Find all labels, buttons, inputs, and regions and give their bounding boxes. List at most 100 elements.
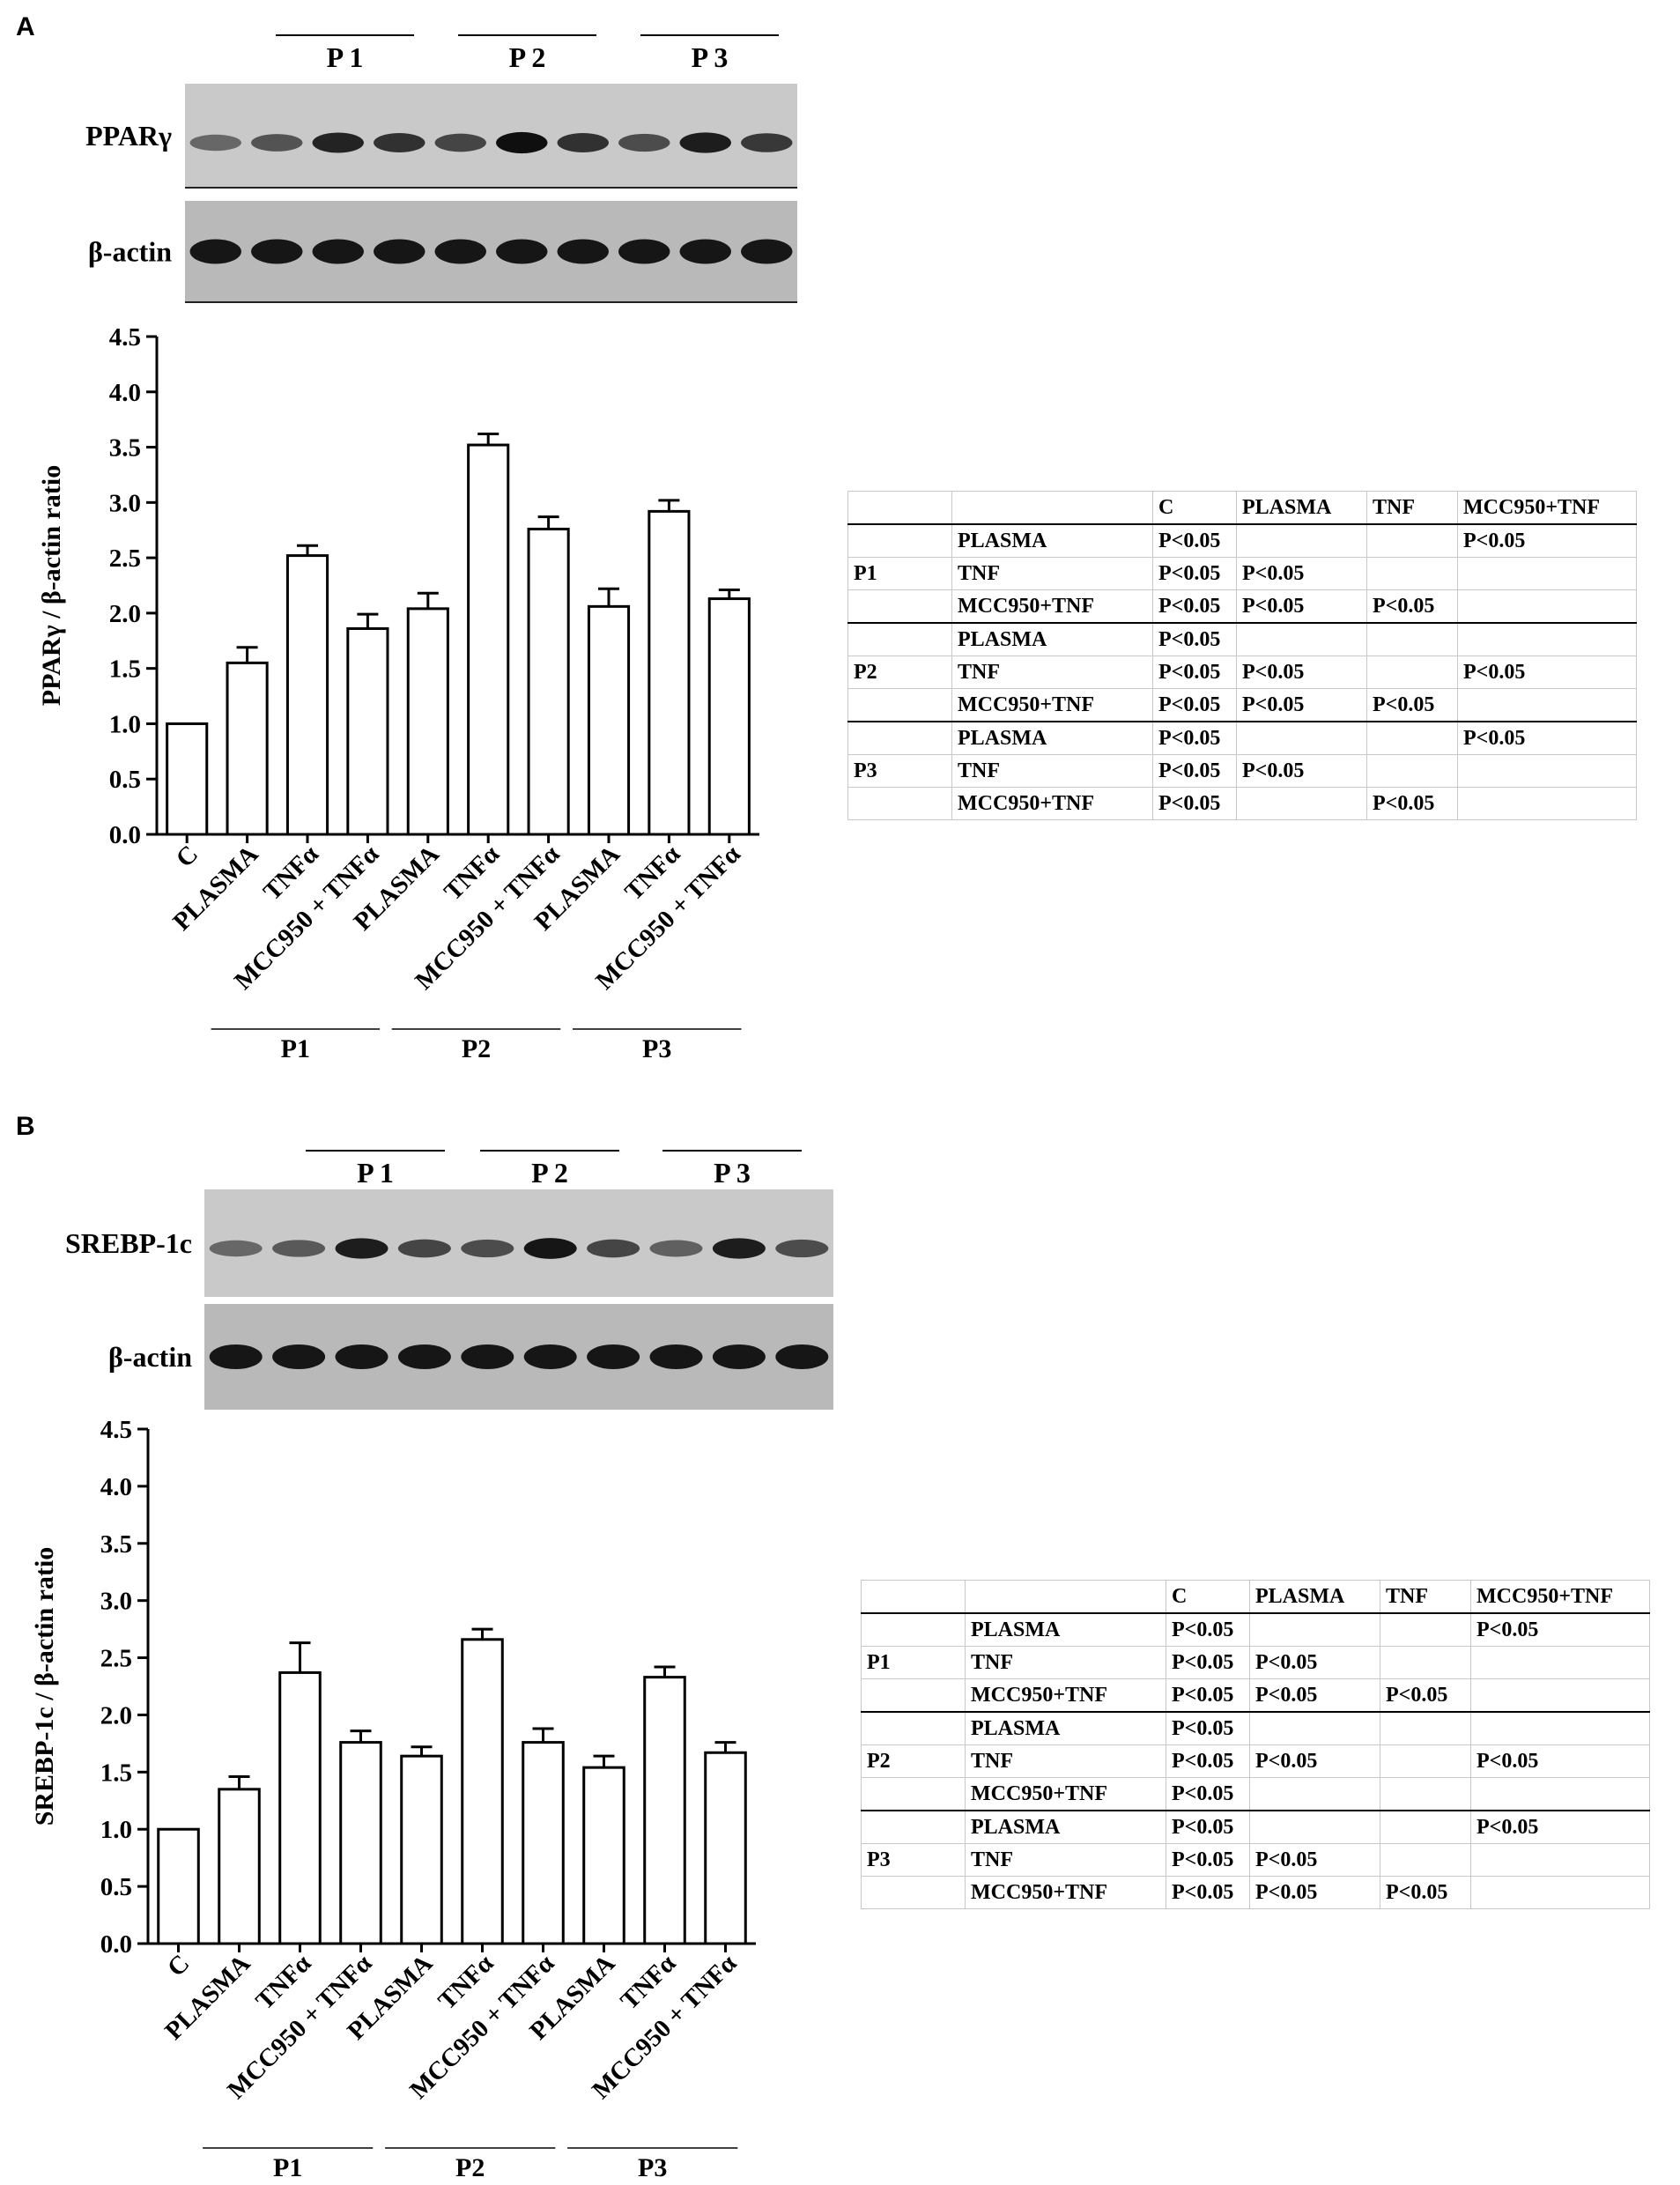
table-cell: MCC950+TNF	[951, 688, 1153, 722]
table-cell: P<0.05	[1152, 688, 1237, 722]
table-group-cell	[861, 1876, 966, 1909]
blot-band	[679, 239, 731, 264]
table-cell: P<0.05	[1470, 1744, 1650, 1778]
blot-band	[374, 133, 426, 152]
blot-band	[335, 1344, 389, 1370]
table-cell: P<0.05	[1249, 1744, 1380, 1778]
table-cell	[1366, 656, 1458, 689]
bar	[527, 527, 570, 836]
table-cell: P<0.05	[1152, 557, 1237, 590]
table-header-cell: TNF	[1380, 1580, 1471, 1614]
table-cell	[1236, 721, 1367, 755]
y-tick-label: 0.0	[109, 821, 141, 849]
bar	[226, 661, 269, 836]
table-cell: P<0.05	[1166, 1876, 1250, 1909]
blot-band	[189, 239, 241, 264]
table-cell: MCC950+TNF	[951, 589, 1153, 624]
table-cell: MCC950+TNF	[965, 1678, 1166, 1713]
table-header-cell	[847, 491, 952, 525]
blot-band	[434, 133, 486, 152]
table-row: P1 TNF P<0.05 P<0.05	[861, 1646, 1650, 1679]
x-group-label: P1	[281, 1034, 310, 1063]
bar	[461, 1638, 504, 1945]
blot-band	[741, 239, 793, 264]
table-row: PLASMA P<0.05 P<0.05	[847, 721, 1637, 755]
table-header-cell: C	[1152, 491, 1237, 525]
table-cell: P<0.05	[1166, 1678, 1250, 1713]
table-group-cell	[861, 1777, 966, 1811]
blot-group-label: P 3	[692, 41, 729, 73]
x-group-label: P1	[273, 2153, 302, 2182]
blot-group-label: P 3	[714, 1157, 751, 1189]
y-tick-label: 1.0	[109, 710, 141, 738]
table-group-cell	[861, 1810, 966, 1844]
table-cell	[1380, 1843, 1471, 1877]
table-cell	[1249, 1711, 1380, 1745]
table-cell: P<0.05	[1457, 656, 1637, 689]
table-cell	[1380, 1744, 1471, 1778]
table-cell	[1470, 1843, 1650, 1877]
table-cell: MCC950+TNF	[965, 1777, 1166, 1811]
blot-band	[587, 1344, 640, 1370]
table-cell: TNF	[951, 754, 1153, 788]
bar	[707, 597, 751, 836]
bar-chart-b: 0.0 0.5 1.0 1.5 2.0 2.5 3.0 3.5 4.0 4.5 SREBP-1c /…	[30, 1416, 756, 2182]
table-row: PLASMA P<0.05	[847, 622, 1637, 656]
table-cell: P<0.05	[1470, 1612, 1650, 1647]
table-cell: TNF	[951, 656, 1153, 689]
blot-band	[496, 239, 548, 264]
table-header-row: C PLASMA TNF MCC950+TNF	[861, 1580, 1650, 1614]
table-cell: P<0.05	[1152, 721, 1237, 755]
bar	[648, 509, 691, 836]
table-cell: P<0.05	[1249, 1876, 1380, 1909]
blot-band	[272, 1240, 326, 1257]
y-tick-label: 0.0	[100, 1930, 132, 1959]
table-cell: P<0.05	[1457, 523, 1637, 558]
x-category-label: C	[171, 840, 204, 872]
table-cell: PLASMA	[951, 523, 1153, 558]
bar	[400, 1754, 443, 1945]
bar	[339, 1741, 382, 1945]
blot-band	[523, 1238, 577, 1259]
panel-a-letter: A	[16, 12, 35, 41]
y-tick-label: 2.0	[100, 1701, 132, 1729]
blot-band	[251, 239, 303, 264]
blot-band	[649, 1240, 703, 1257]
table-group-cell	[847, 589, 952, 624]
blot-band	[312, 239, 364, 264]
table-header-cell: MCC950+TNF	[1470, 1580, 1650, 1614]
table-cell	[1366, 557, 1458, 590]
table-cell: P<0.05	[1152, 589, 1237, 624]
table-group-cell	[847, 523, 952, 558]
table-cell	[1470, 1646, 1650, 1679]
bar	[157, 1827, 200, 1945]
table-group-cell	[861, 1678, 966, 1713]
table-group-cell	[861, 1612, 966, 1647]
y-axis-label: PPARγ / β-actin ratio	[37, 465, 66, 706]
western-blot-b: P 1 P 2 P 3 SREBP-1c β-actin	[65, 1150, 833, 1410]
bar	[278, 1670, 322, 1945]
table-cell: P<0.05	[1249, 1678, 1380, 1713]
table-cell: P<0.05	[1380, 1678, 1471, 1713]
table-cell	[1470, 1678, 1650, 1713]
table-cell	[1380, 1612, 1471, 1647]
y-tick-label: 3.0	[109, 489, 141, 517]
blot-band	[587, 1239, 640, 1258]
stats-table-a: C PLASMA TNF MCC950+TNF PLASMA P<0.05 P<0.05 P1…	[847, 491, 1637, 820]
table-cell: P<0.05	[1380, 1876, 1471, 1909]
bar	[406, 607, 449, 836]
table-cell	[1470, 1876, 1650, 1909]
table-row: PLASMA P<0.05	[861, 1711, 1650, 1745]
loading-control-label: β-actin	[88, 236, 172, 268]
table-cell	[1457, 557, 1637, 590]
table-row: P3 TNF P<0.05 P<0.05	[847, 754, 1637, 788]
blot-band	[775, 1344, 829, 1370]
y-tick-label: 2.0	[109, 600, 141, 628]
panel-b-letter: B	[16, 1112, 35, 1141]
y-tick-label: 4.0	[109, 379, 141, 407]
x-category-label: C	[162, 1949, 195, 1981]
table-row: MCC950+TNF P<0.05	[861, 1777, 1650, 1811]
table-group-cell: P2	[861, 1744, 966, 1778]
table-row: P2 TNF P<0.05 P<0.05 P<0.05	[861, 1744, 1650, 1778]
bar-chart-a: 0.0 0.5 1.0 1.5 2.0 2.5 3.0 3.5 4.0 4.5 PPARγ / β-…	[37, 323, 759, 1063]
